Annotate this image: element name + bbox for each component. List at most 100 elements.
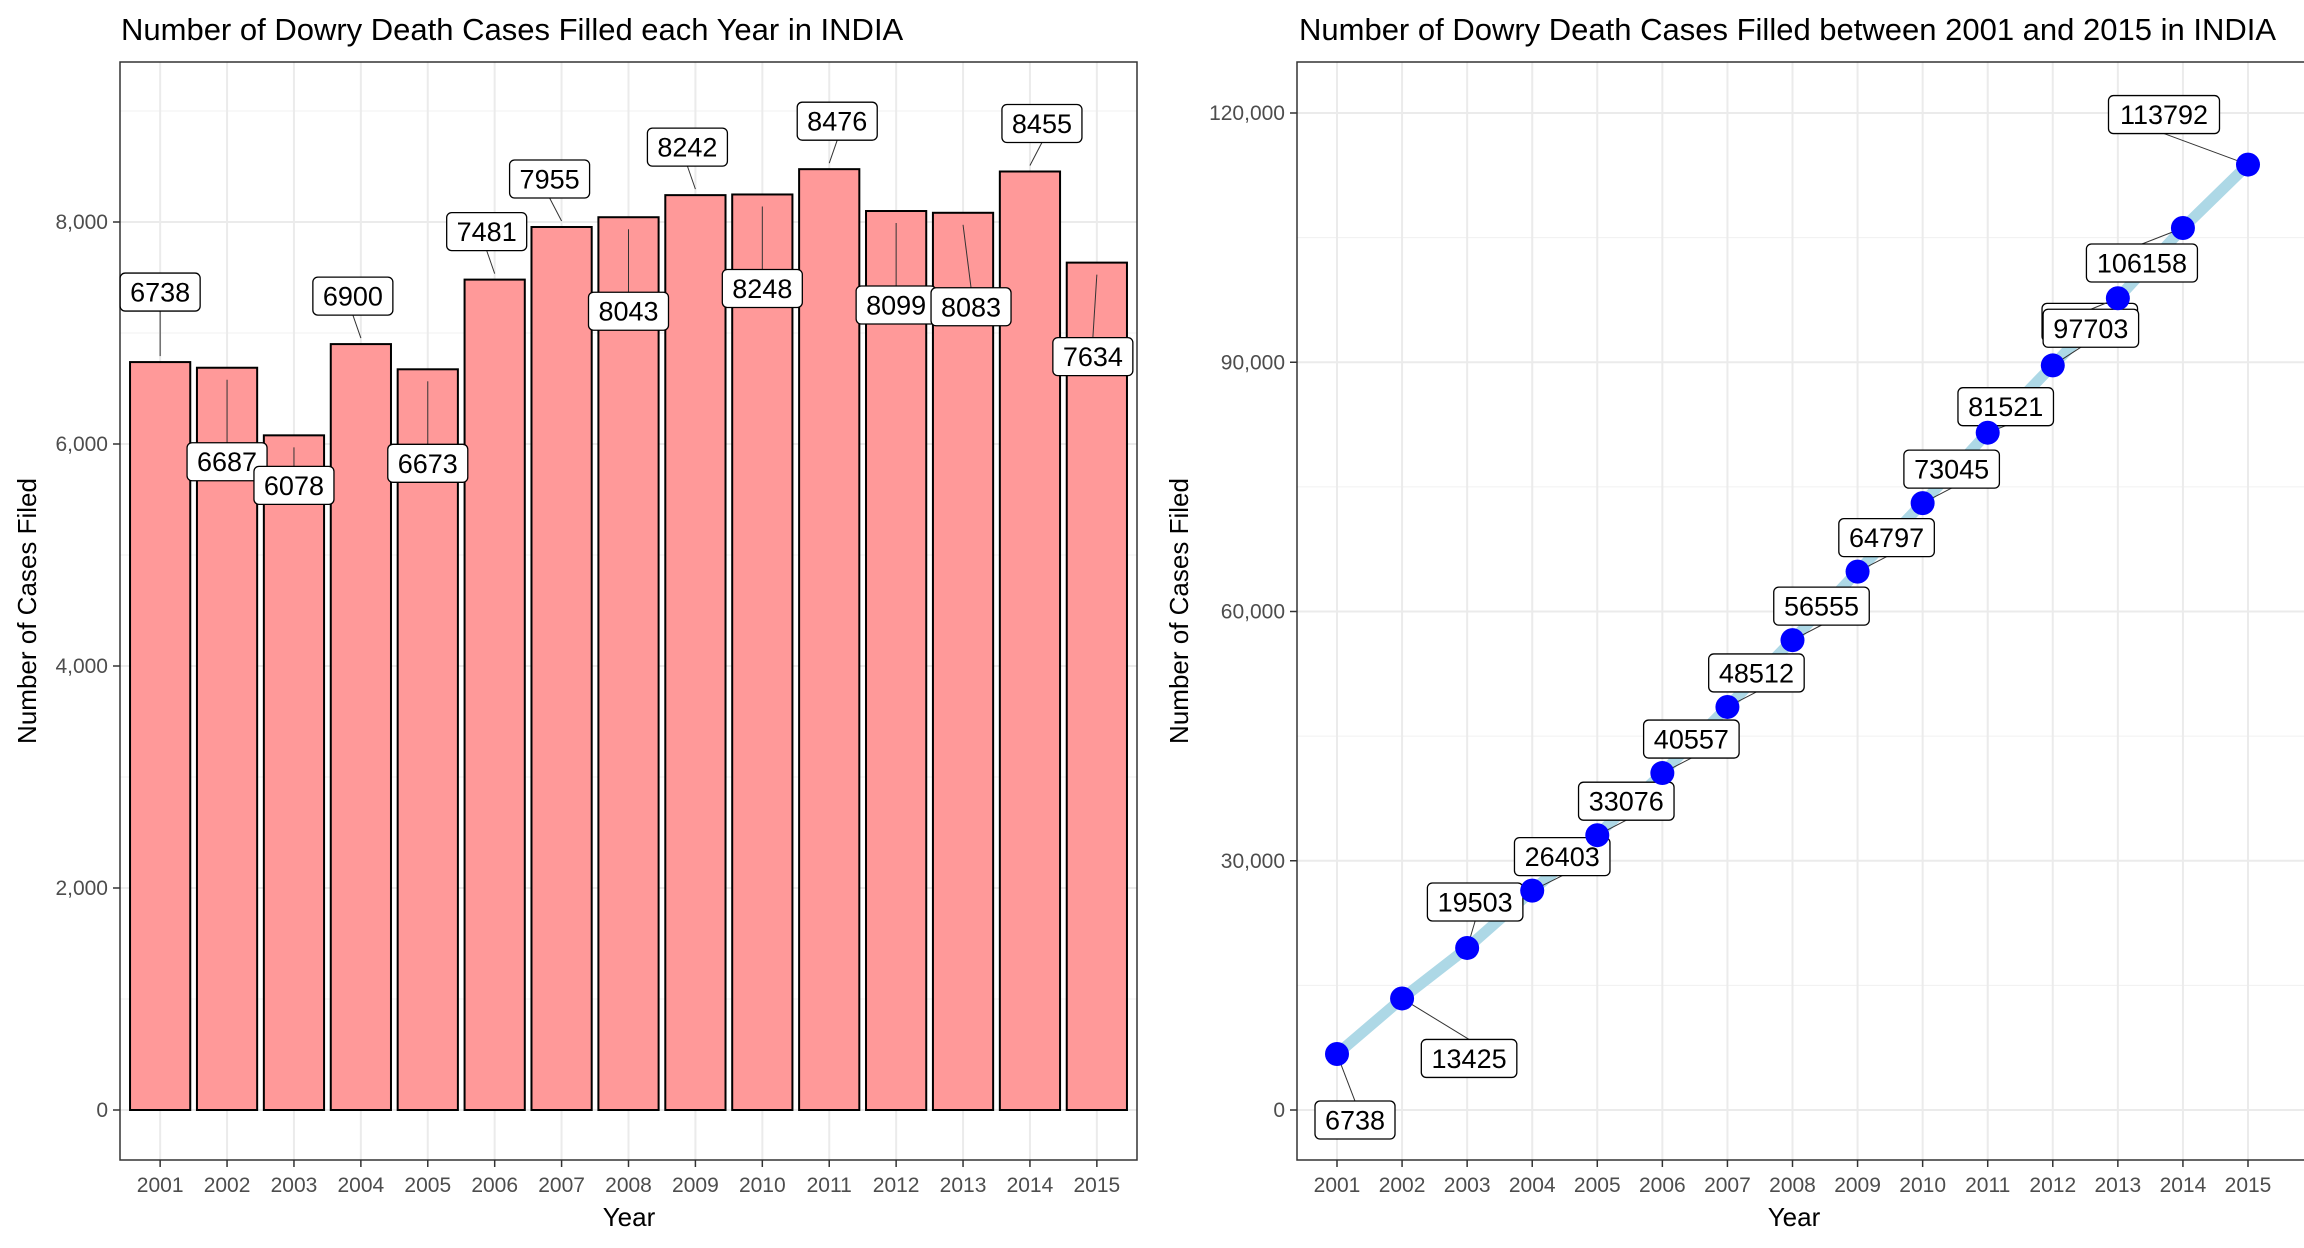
bar-data-label-2013: 8083 [941,292,1001,322]
bar-xtick-label: 2009 [672,1174,719,1197]
line-data-label-2007-box [1708,653,1805,693]
line-xtick-label: 2002 [1379,1174,1426,1197]
bar-data-label-2013-leader [962,224,972,288]
line-xtick-label: 2006 [1639,1174,1686,1197]
point-2012 [2040,353,2065,378]
bar-2010 [731,193,794,1112]
bar-data-label-2001-box [119,272,201,312]
line-data-label-2008: 56555 [1784,592,1859,622]
bar-data-label-2006-box [446,211,528,252]
bar-chart: Number of Dowry Death Cases Filled each … [12,12,1138,1232]
bar-xtick-label: 2015 [1073,1174,1120,1197]
bar-2008 [597,216,660,1112]
bar-2002 [195,366,259,1112]
line-data-label-2002-leader [1401,998,1470,1040]
line-chart: Number of Dowry Death Cases Filled betwe… [1164,12,2304,1232]
bar-data-label-2007-box [508,159,591,199]
point-2013 [2105,286,2130,311]
bar-data-label-2015-box [1052,336,1134,377]
bar-ytick-label: 0 [96,1099,108,1122]
bar-data-label-2011-box [796,101,878,141]
bar-xtick-label: 2001 [137,1174,184,1197]
line-data-label-2001: 6738 [1325,1106,1385,1136]
bar-y-axis-title: Number of Cases Filed [12,478,42,744]
line-data-label-2009-box [1838,517,1935,558]
bar-data-label-2014: 8455 [1012,109,1072,139]
bar-data-label-2001: 6738 [130,278,190,308]
line-xtick-label: 2012 [2029,1174,2076,1197]
line-data-label-2002: 13425 [1432,1044,1507,1074]
bar-data-label-2009-leader [686,165,696,190]
line-ytick-label: 0 [1273,1099,1285,1122]
line-data-label-2001-box [1314,1100,1396,1140]
bar-xtick-label: 2011 [807,1174,852,1197]
line-xtick-label: 2007 [1704,1174,1751,1197]
line-ytick-label: 90,000 [1221,351,1285,374]
line-x-axis-title: Year [1768,1202,1821,1232]
line-xtick-label: 2010 [1899,1174,1946,1197]
line-data-label-2010: 73045 [1914,455,1989,485]
line-xtick-label: 2011 [1965,1174,2010,1197]
line-data-label-2004-box [1513,836,1611,877]
bar-data-label-2007-leader [549,197,563,222]
line-data-label-2011: 81521 [1968,392,2043,422]
bar-2006 [463,278,526,1111]
bar-2013 [931,211,995,1112]
point-2009 [1845,559,1870,584]
line-data-label-2006-box [1642,719,1740,759]
bar-ytick-label: 4,000 [55,655,108,678]
point-2002 [1390,986,1415,1011]
bar-data-label-2014-leader [1029,142,1043,166]
bar-2012 [865,210,928,1112]
point-2010 [1910,491,1935,516]
bar-data-label-2012: 8099 [866,291,926,321]
line-data-label-2003: 19503 [1438,887,1513,917]
line-data-label-2006: 40557 [1654,725,1729,755]
line-xtick-label: 2004 [1509,1174,1556,1197]
bar-data-label-2005-box [387,443,469,483]
bar-data-label-2004-leader [352,314,362,339]
bar-2007 [530,225,593,1111]
point-2004 [1520,878,1545,903]
bar-xtick-label: 2013 [940,1174,987,1197]
bar-xtick-label: 2004 [338,1174,385,1197]
bar-ytick-label: 6,000 [55,433,108,456]
bar-2003 [262,434,326,1112]
line-data-label-2015-leader [2163,133,2249,166]
bar-data-label-2008: 8043 [598,297,658,327]
bar-xtick-label: 2006 [471,1174,518,1197]
bar-xtick-label: 2003 [271,1174,318,1197]
line-xtick-label: 2013 [2094,1174,2141,1197]
bar-xtick-label: 2014 [1007,1174,1054,1197]
bar-2011 [798,168,861,1111]
point-2008 [1780,628,1805,653]
bar-data-label-2007: 7955 [520,164,580,194]
line-data-label-2009: 64797 [1849,523,1924,553]
bar-2004 [329,343,392,1112]
line-data-label-2004: 26403 [1525,842,1600,872]
line-data-label-2013-box [2042,308,2140,348]
bar-2005 [396,368,459,1111]
bar-data-label-2014-box [1001,103,1083,144]
point-2015 [2236,152,2260,177]
point-2011 [1975,420,2000,445]
bar-ytick-label: 8,000 [55,211,108,234]
bar-data-label-2009: 8242 [657,133,717,163]
bar-xtick-label: 2010 [739,1174,786,1197]
line-data-label-2015: 113792 [2120,100,2208,130]
bar-data-label-2003: 6078 [264,471,324,501]
line-data-label-2010-box [1903,449,2001,489]
line-ytick-label: 120,000 [1209,102,1285,125]
bar-data-label-2010-box [721,268,803,309]
bar-data-label-2005: 6673 [398,449,458,479]
bar-data-label-2006-leader [486,250,496,274]
point-2005 [1585,823,1610,848]
line-data-label-2002-box [1420,1038,1518,1079]
line-data-label-2015-box [2107,94,2221,135]
bar-xtick-label: 2012 [873,1174,920,1197]
bar-xtick-label: 2008 [605,1174,652,1197]
bar-2009 [664,194,727,1111]
bar-xtick-label: 2005 [404,1174,451,1197]
bar-2001 [129,361,192,1112]
